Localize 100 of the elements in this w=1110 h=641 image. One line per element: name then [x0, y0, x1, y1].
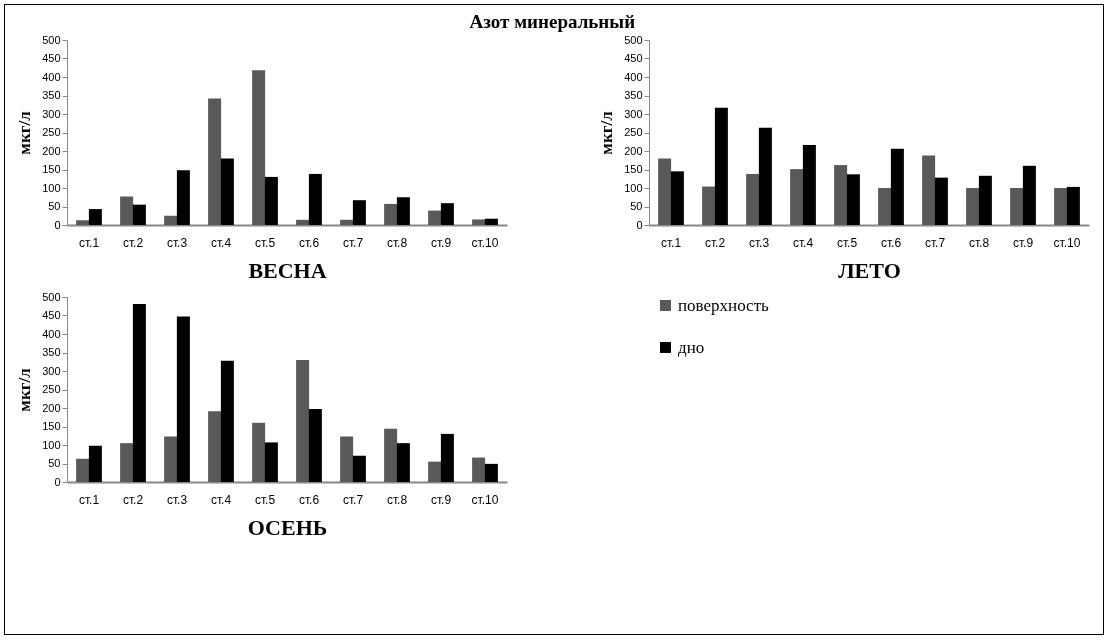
bar	[220, 360, 234, 482]
bar	[472, 219, 486, 225]
bar	[428, 461, 442, 482]
x-axis-title: ВЕСНА	[248, 257, 327, 283]
x-tick-label: ст.1	[78, 235, 100, 250]
bar	[120, 443, 134, 482]
x-tick-label: ст.5	[254, 235, 276, 250]
bar	[802, 145, 816, 225]
bar	[878, 188, 892, 225]
legend-label: поверхность	[678, 295, 770, 315]
x-tick-label: ст.5	[254, 492, 276, 507]
x-tick-label: ст.3	[166, 492, 188, 507]
y-tick-label: 150	[624, 163, 643, 175]
bar	[88, 445, 102, 482]
x-tick-label: ст.2	[704, 235, 726, 250]
y-tick-label: 300	[624, 107, 643, 120]
x-tick-label: ст.3	[748, 235, 770, 250]
y-tick-label: 300	[42, 364, 61, 377]
y-tick-label: 500	[624, 33, 643, 46]
x-tick-label: ст.4	[792, 235, 814, 250]
bar	[252, 70, 266, 225]
x-tick-label: ст.8	[386, 492, 408, 507]
bar	[384, 203, 398, 225]
x-tick-label: ст.6	[298, 492, 320, 507]
x-tick-label: ст.4	[210, 492, 232, 507]
bar	[220, 158, 234, 225]
x-tick-label: ст.5	[836, 235, 858, 250]
y-tick-label: 150	[42, 163, 61, 175]
x-tick-label: ст.10	[1053, 235, 1081, 250]
bar	[252, 422, 266, 482]
y-tick-label: 100	[42, 438, 61, 451]
y-tick-label: 400	[624, 70, 643, 83]
bar	[352, 200, 366, 225]
x-tick-label: ст.6	[298, 235, 320, 250]
bar	[132, 204, 146, 225]
y-tick-label: 200	[42, 401, 61, 414]
bar	[1022, 165, 1036, 225]
y-tick-label: 500	[42, 290, 61, 303]
x-tick-label: ст.7	[924, 235, 946, 250]
bar	[714, 107, 728, 225]
y-tick-label: 450	[42, 52, 61, 64]
bar	[934, 177, 948, 225]
legend-label: дно	[678, 337, 705, 357]
x-tick-label: ст.2	[122, 492, 144, 507]
bar	[670, 171, 684, 225]
bar	[834, 165, 848, 225]
x-tick-label: ст.9	[430, 492, 452, 507]
bar	[164, 436, 178, 482]
bar	[746, 173, 760, 225]
bar	[440, 203, 454, 225]
text: Азот минеральный	[469, 11, 636, 32]
y-axis-title: мкг/л	[15, 367, 35, 412]
bar	[702, 186, 716, 225]
y-tick-label: 350	[42, 89, 61, 101]
bar	[340, 436, 354, 482]
bar	[658, 158, 672, 225]
bar	[308, 409, 322, 482]
x-tick-label: ст.9	[430, 235, 452, 250]
y-tick-label: 50	[630, 200, 643, 212]
bar	[440, 433, 454, 482]
y-tick-label: 50	[48, 457, 61, 469]
bar	[1054, 188, 1068, 225]
bar	[966, 188, 980, 225]
bar	[208, 98, 222, 225]
x-tick-label: ст.3	[166, 235, 188, 250]
bar	[264, 176, 278, 225]
bar	[484, 463, 498, 482]
y-tick-label: 300	[42, 107, 61, 120]
bar	[472, 457, 486, 482]
y-axis-title: мкг/л	[15, 110, 35, 155]
x-tick-label: ст.8	[968, 235, 990, 250]
y-tick-label: 0	[54, 475, 61, 488]
bar	[790, 169, 804, 225]
bar	[120, 196, 134, 225]
y-tick-label: 350	[624, 89, 643, 101]
y-tick-label: 500	[42, 33, 61, 46]
bar	[132, 304, 146, 482]
x-tick-label: ст.4	[210, 235, 232, 250]
bar	[296, 219, 310, 225]
bar	[208, 411, 222, 482]
y-tick-label: 350	[42, 346, 61, 358]
bar	[428, 210, 442, 225]
bar	[340, 219, 354, 225]
bar	[922, 155, 936, 225]
bar	[76, 220, 90, 225]
y-tick-label: 100	[624, 181, 643, 194]
x-tick-label: ст.9	[1012, 235, 1034, 250]
x-tick-label: ст.10	[471, 492, 499, 507]
x-tick-label: ст.2	[122, 235, 144, 250]
bar	[846, 174, 860, 225]
bar	[978, 175, 992, 225]
bar	[484, 218, 498, 225]
y-tick-label: 0	[636, 218, 643, 231]
x-tick-label: ст.6	[880, 235, 902, 250]
y-tick-label: 400	[42, 70, 61, 83]
bar	[396, 443, 410, 482]
bar	[308, 173, 322, 225]
y-tick-label: 400	[42, 327, 61, 340]
y-tick-label: 450	[42, 309, 61, 321]
bar	[164, 215, 178, 225]
